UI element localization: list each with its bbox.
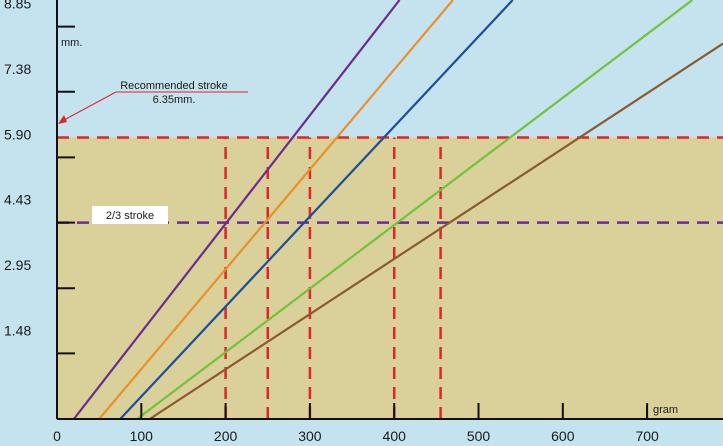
x-tick-label-2: 200 [214,428,238,444]
recommended-stroke-pointer [63,91,117,121]
recommended-stroke-value: 6.35mm. [153,94,196,106]
y-tick-label-1: 2.95 [4,257,31,273]
y-tick-label-3: 5.90 [4,126,31,142]
y-unit-label: mm. [61,37,82,49]
series-line-5 [149,42,723,420]
x-tick-label-5: 500 [467,428,491,444]
two-thirds-stroke-box [92,206,168,224]
series-line-3 [119,0,514,420]
recommended-zone [57,137,723,419]
y-tick-label-5: 8.85 [4,0,31,12]
x-tick-label-1: 100 [130,428,154,444]
two-thirds-stroke-label: 2/3 stroke [106,210,154,222]
x-tick-label-0: 0 [53,428,61,444]
x-tick-label-4: 400 [383,428,407,444]
x-unit-label: gram [653,404,678,416]
series-line-1 [72,0,401,420]
x-tick-label-3: 300 [298,428,322,444]
y-tick-label-0: 1.48 [4,322,31,338]
recommended-stroke-label: Recommended stroke [120,80,228,92]
series-line-4 [136,0,694,420]
pointer-arrowhead [58,115,67,124]
y-tick-label-4: 7.38 [4,61,31,77]
y-tick-label-2: 4.43 [4,192,31,208]
x-tick-label-6: 600 [551,428,575,444]
x-tick-label-7: 700 [635,428,659,444]
series-line-2 [98,0,454,420]
